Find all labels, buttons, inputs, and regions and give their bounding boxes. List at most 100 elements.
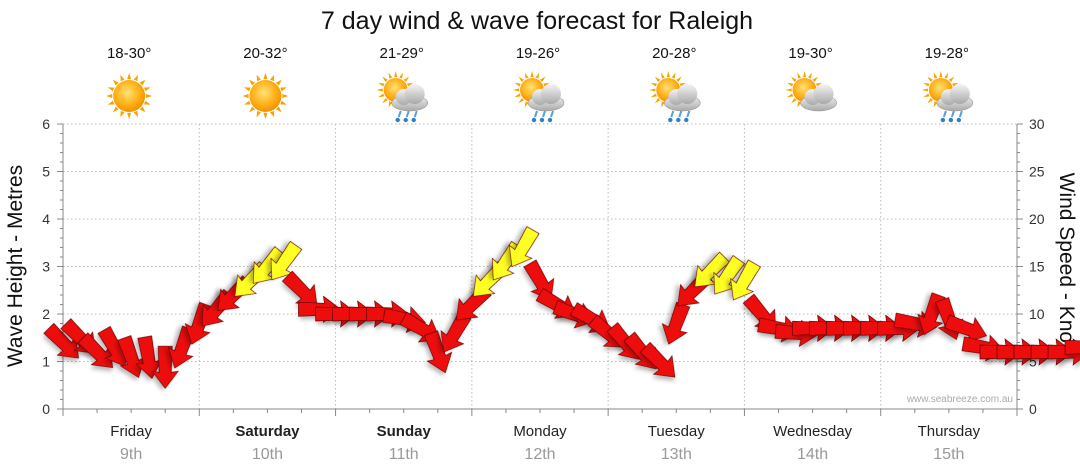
sun-ray bbox=[661, 72, 665, 79]
sun-ray bbox=[812, 76, 819, 82]
day-name-label: Saturday bbox=[235, 423, 300, 440]
day-name-label: Wednesday bbox=[773, 423, 852, 440]
sun-ray bbox=[263, 73, 268, 80]
sun-ray bbox=[676, 76, 682, 82]
left-axis-title: Wave Height - Metres bbox=[4, 165, 27, 367]
sun-ray bbox=[815, 82, 823, 87]
left-tick-label: 0 bbox=[42, 401, 50, 417]
sun-cloud-rain-icon bbox=[376, 71, 429, 123]
right-tick-label: 15 bbox=[1029, 259, 1045, 275]
sun-ray bbox=[112, 106, 119, 113]
right-axis-title: Wind Speed - Knots bbox=[1055, 173, 1078, 360]
rain-streak bbox=[413, 110, 418, 118]
sun-ray bbox=[679, 82, 686, 87]
sun-ray bbox=[933, 101, 938, 108]
cloud bbox=[391, 84, 429, 112]
sun-ray bbox=[927, 76, 933, 82]
sun-ray bbox=[378, 82, 385, 87]
sun-ray bbox=[797, 72, 802, 79]
rain-drop bbox=[411, 117, 416, 123]
sun-ray bbox=[671, 72, 676, 79]
sun-ray bbox=[263, 112, 268, 119]
rain-drop bbox=[531, 117, 537, 123]
sun-ray bbox=[535, 72, 540, 79]
sun-disc bbox=[249, 80, 282, 112]
wind-arrow bbox=[423, 330, 453, 374]
right-tick-label: 10 bbox=[1029, 306, 1045, 322]
day-name-label: Friday bbox=[110, 423, 152, 440]
sun-cloud-icon bbox=[785, 71, 837, 112]
cloud bbox=[936, 84, 974, 112]
cloud bbox=[800, 84, 837, 112]
sun-ray bbox=[518, 98, 524, 104]
cloud bbox=[663, 84, 701, 112]
day-name-label: Monday bbox=[513, 423, 567, 440]
sun-ray bbox=[256, 74, 261, 82]
right-tick-label: 25 bbox=[1029, 164, 1045, 180]
sun-ray bbox=[388, 72, 393, 79]
sun-ray bbox=[787, 82, 794, 87]
rain-streak bbox=[397, 110, 402, 118]
sun-ray bbox=[107, 100, 115, 105]
day-temperature: 21-29° bbox=[380, 45, 424, 62]
sun-ray bbox=[518, 76, 524, 82]
sun-ray bbox=[280, 100, 287, 105]
sun-ray bbox=[244, 87, 251, 92]
rain-drop bbox=[403, 117, 408, 123]
sun-icon bbox=[242, 73, 289, 119]
left-axis-ticks: 0 1 2 3 4 5 6 bbox=[42, 116, 63, 417]
wind-arrow bbox=[1064, 339, 1080, 355]
day-date-label: 14th bbox=[797, 446, 828, 463]
day-date-label: 15th bbox=[933, 446, 964, 463]
day-temperature: 19-26° bbox=[516, 45, 560, 62]
cloud-puff bbox=[541, 84, 561, 104]
wind-arrows bbox=[43, 226, 1080, 389]
wind-arrow bbox=[523, 259, 555, 301]
day-temperature: 19-28° bbox=[925, 45, 969, 62]
sun-ray bbox=[650, 82, 657, 87]
sun-ray bbox=[927, 98, 933, 104]
wind-arrow bbox=[661, 301, 691, 345]
rain-drop bbox=[684, 117, 689, 123]
sun-ray bbox=[249, 106, 255, 113]
sun-ray bbox=[106, 93, 113, 99]
rain-drop bbox=[539, 117, 545, 123]
sun-ray bbox=[120, 110, 125, 118]
day-name-label: Thursday bbox=[918, 423, 981, 440]
sun-ray bbox=[923, 93, 930, 98]
rain-drop bbox=[940, 117, 946, 123]
rain-streak bbox=[942, 110, 947, 118]
sun-ray bbox=[524, 72, 529, 79]
sun-ray bbox=[376, 88, 383, 92]
sun-ray bbox=[244, 100, 251, 105]
sun-ray bbox=[787, 93, 794, 98]
sun-ray bbox=[933, 72, 938, 79]
sun-ray bbox=[650, 93, 657, 98]
sun-ray bbox=[808, 72, 812, 79]
left-tick-label: 4 bbox=[42, 211, 50, 227]
sun-cloud-rain-icon bbox=[649, 71, 701, 123]
sun-ray bbox=[921, 88, 928, 92]
day-temperature: 20-28° bbox=[652, 45, 696, 62]
right-tick-label: 0 bbox=[1029, 401, 1037, 417]
day-date-label: 9th bbox=[120, 446, 142, 463]
sun-ray bbox=[543, 82, 550, 87]
rain-streak bbox=[542, 110, 546, 118]
rain-streak bbox=[950, 110, 955, 118]
sun-ray bbox=[270, 74, 275, 82]
sun-ray bbox=[797, 101, 802, 108]
sun-ray bbox=[388, 101, 393, 108]
sun-ray bbox=[514, 93, 521, 98]
sun-ray bbox=[661, 101, 665, 108]
sun-ray bbox=[127, 73, 132, 80]
sun-ray bbox=[803, 71, 807, 78]
sun-ray bbox=[120, 74, 125, 82]
sun-ray bbox=[791, 98, 797, 104]
wind-arrow-strong bbox=[508, 226, 540, 268]
right-tick-label: 30 bbox=[1029, 116, 1045, 132]
left-tick-label: 3 bbox=[42, 259, 50, 275]
day-date-label: 12th bbox=[524, 446, 555, 463]
sun-ray bbox=[785, 88, 792, 92]
sun-ray bbox=[275, 79, 282, 86]
sun-ray bbox=[649, 88, 656, 92]
